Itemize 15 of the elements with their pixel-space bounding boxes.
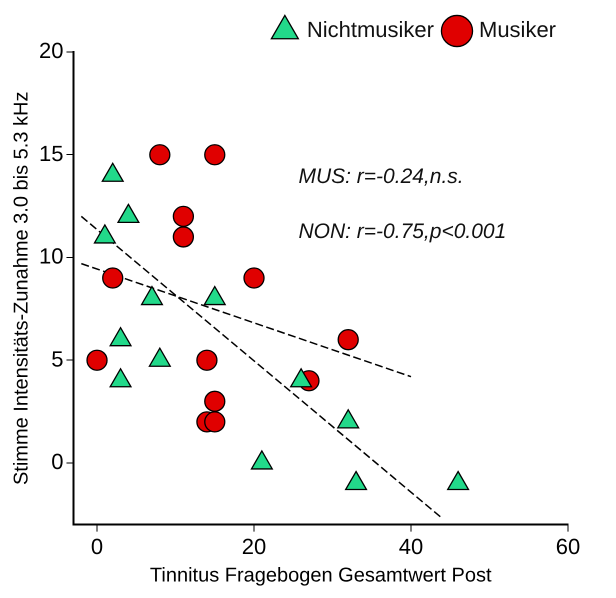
annotation: MUS: r=-0.24,n.s. [298,164,464,188]
y-tick-label: 10 [38,244,64,269]
annotation: NON: r=-0.75,p<0.001 [298,220,506,243]
x-tick-label: 0 [90,534,104,559]
legend-label: Musiker [478,17,556,42]
y-tick-label: 0 [51,449,64,474]
y-tick-label: 20 [38,38,64,64]
x-tick-label: 20 [242,534,266,559]
y-tick-label: 15 [38,140,64,166]
x-tick-label: 40 [398,534,424,559]
legend-label: Nichtmusiker [306,17,434,42]
y-axis-title: Stimme Intensitäts-Zunahme 3.0 bis 5.3 kHz [10,92,33,486]
x-tick-label: 60 [556,534,580,559]
x-axis-title: Tinnitus Fragebogen Gesamtwert Post [150,564,492,587]
y-tick-label: 5 [51,346,64,372]
